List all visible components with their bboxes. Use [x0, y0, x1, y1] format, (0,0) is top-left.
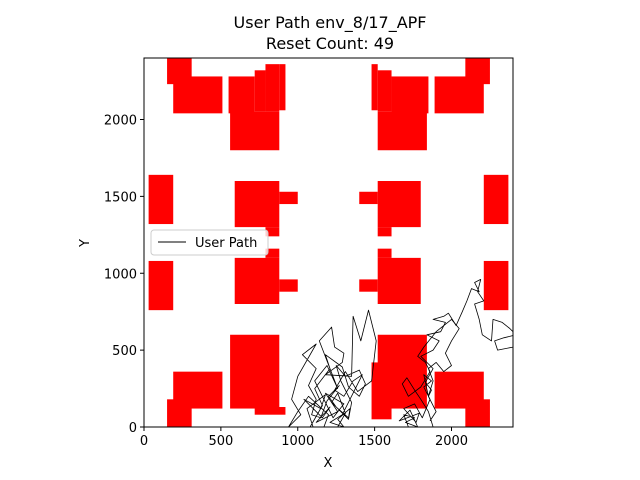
x-tick-label-500: 500: [208, 434, 233, 449]
y-tick-label-0: 0: [129, 421, 137, 436]
obstacle-3: [230, 111, 280, 151]
obstacle-14: [234, 181, 280, 228]
obstacle-18: [377, 181, 421, 228]
legend-box: [150, 229, 269, 256]
user-path-segment-1: [398, 278, 513, 427]
plot-frame: [143, 57, 514, 428]
chart-subtitle: Reset Count: 49: [266, 34, 394, 53]
obstacle-36: [465, 399, 490, 427]
obstacle-26: [377, 257, 421, 304]
y-tick-label-500: 500: [112, 344, 137, 359]
obstacle-12: [465, 58, 490, 85]
obstacle-28: [483, 260, 509, 311]
obstacle-22: [234, 257, 280, 304]
obstacle-32: [167, 399, 192, 427]
obstacle-20: [483, 174, 509, 225]
obstacle-8: [377, 70, 392, 112]
legend-entry-user-path: User Path: [195, 236, 257, 251]
user-path-segment-2: [401, 318, 460, 427]
obstacle-17: [359, 191, 378, 205]
obstacle-2: [228, 76, 255, 114]
obstacle-16: [265, 227, 280, 237]
y-tick-label-1000: 1000: [104, 267, 137, 282]
x-tick-label-1500: 1500: [358, 434, 391, 449]
x-tick-label-2000: 2000: [435, 434, 468, 449]
obstacle-7: [371, 64, 378, 111]
obstacle-13: [148, 174, 174, 225]
y-tick-label-2000: 2000: [104, 114, 137, 129]
user-path-segment-0: [288, 309, 377, 427]
x-tick-label-1000: 1000: [281, 434, 314, 449]
obstacle-30: [254, 407, 286, 415]
chart-title: User Path env_8/17_APF: [234, 13, 427, 33]
obstacle-1: [173, 76, 223, 114]
obstacle-5: [265, 64, 280, 112]
obstacle-29: [230, 334, 280, 409]
obstacle-25: [359, 279, 378, 292]
obstacle-27: [377, 248, 392, 258]
obstacle-15: [279, 191, 298, 205]
x-axis-ticks: 0 500 1000 1500 2000: [140, 427, 468, 449]
x-tick-label-0: 0: [140, 434, 148, 449]
y-tick-label-1500: 1500: [104, 190, 137, 205]
path-layer: [288, 278, 513, 427]
obstacle-10: [377, 111, 427, 151]
obstacle-layer: [148, 58, 509, 427]
obstacle-4: [254, 70, 266, 112]
obstacle-21: [148, 260, 174, 311]
obstacle-6: [279, 64, 286, 111]
x-axis-label: X: [324, 456, 333, 471]
y-axis-label: Y: [78, 239, 93, 248]
y-axis-ticks: 0 500 1000 1500 2000: [104, 114, 144, 436]
obstacle-9: [391, 76, 429, 114]
obstacle-19: [377, 227, 392, 237]
legend: User Path: [150, 229, 269, 256]
obstacle-24: [265, 248, 280, 258]
obstacle-23: [279, 279, 298, 292]
